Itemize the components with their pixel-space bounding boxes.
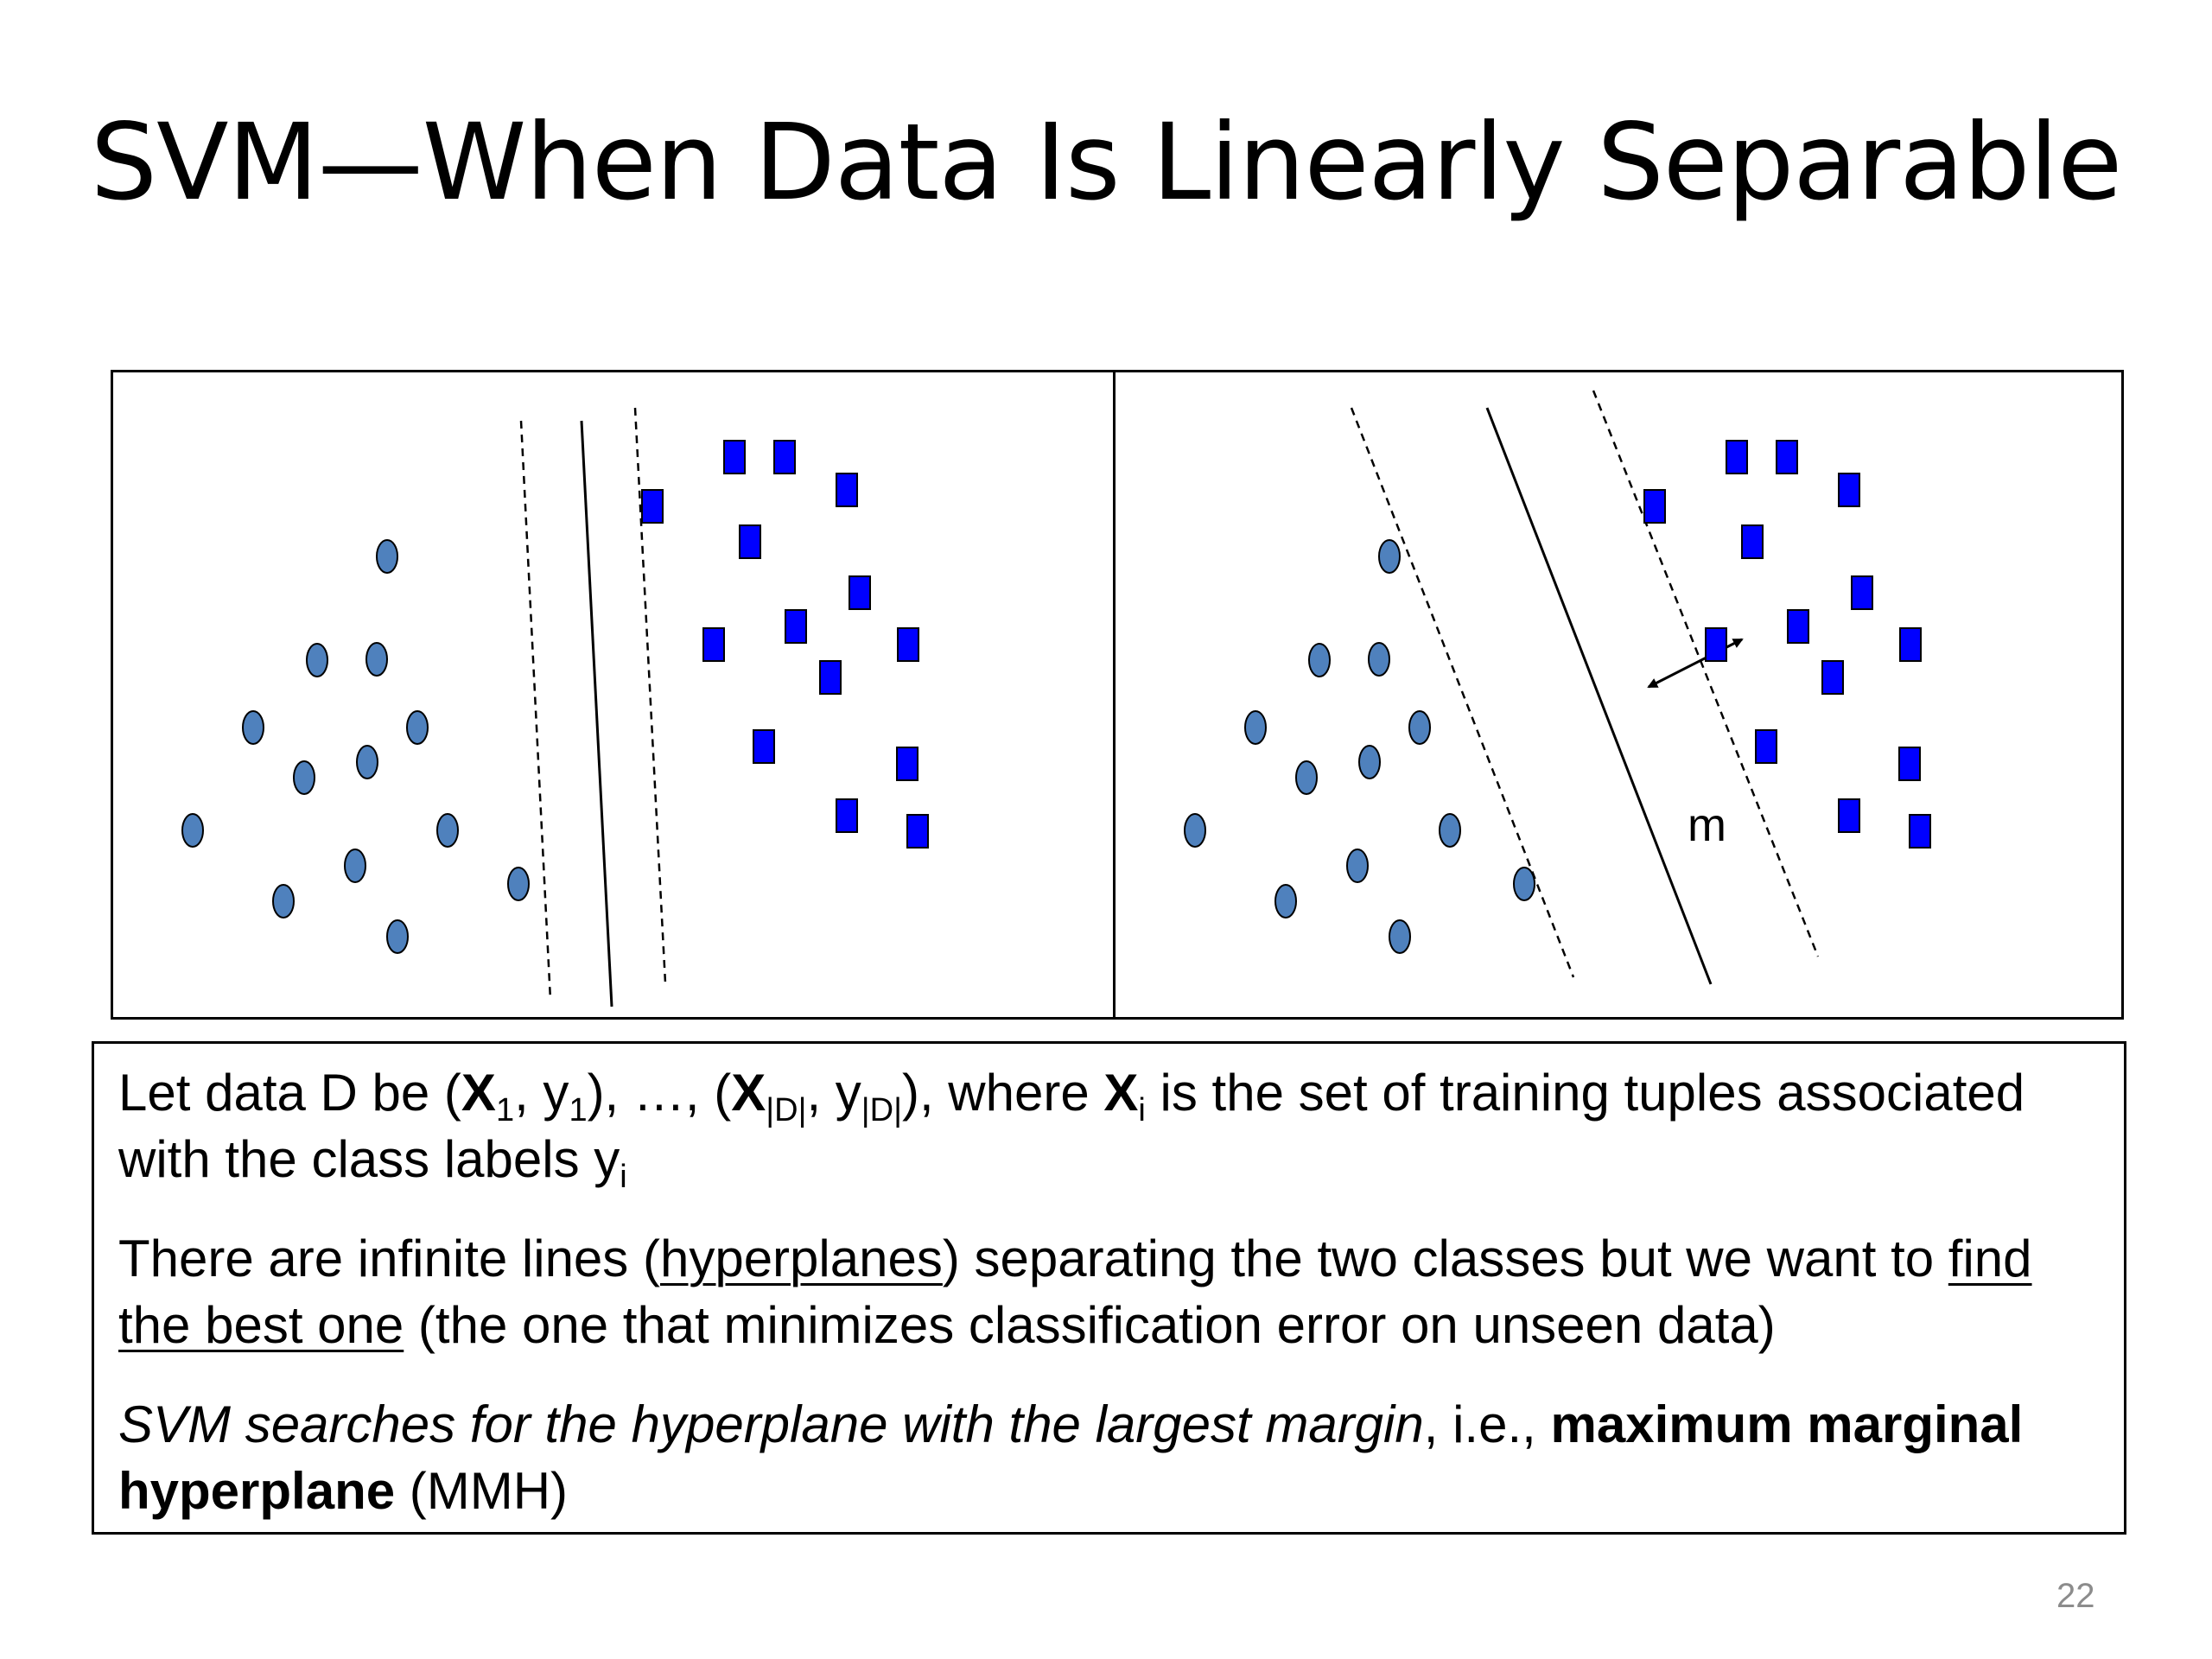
right-class1-point [1378, 539, 1401, 574]
left-class2-point [896, 747, 918, 781]
left-class1-point [406, 710, 429, 745]
left-class1-point [293, 760, 315, 795]
right-hyperplane [1485, 407, 1713, 985]
right-class1-point [1274, 884, 1297, 918]
right-class1-point [1389, 919, 1411, 954]
left-class2-point [773, 440, 796, 474]
slide-number: 22 [2056, 1577, 2095, 1615]
left-class1-point [376, 539, 398, 574]
margin-arrow [1647, 638, 1744, 689]
left-class1-point [365, 642, 388, 677]
right-class2-point [1726, 440, 1748, 474]
left-class2-point [897, 627, 919, 662]
left-class1-point [436, 813, 459, 848]
right-panel [1113, 370, 2124, 1020]
left-class1-point [344, 849, 366, 883]
svm-figure: m [111, 370, 2124, 1020]
data-points [181, 440, 1931, 954]
right-class2-point [1898, 747, 1921, 781]
right-class2-point [1909, 814, 1931, 849]
left-class1-point [507, 867, 530, 901]
right-class1-point [1358, 745, 1381, 779]
right-class1-point [1295, 760, 1318, 795]
left-class1-point [272, 884, 295, 918]
left-class1-point [386, 919, 409, 954]
explanation-box: Let data D be (X1, y1), …, (X|D|, y|D|),… [92, 1041, 2126, 1535]
margin-label: m [1688, 799, 1726, 851]
left-class2-point [753, 729, 775, 764]
left-class2-point [906, 814, 929, 849]
right-class1-point [1184, 813, 1206, 848]
right-class2-point [1838, 798, 1860, 833]
right-class1-point [1244, 710, 1267, 745]
paragraph-data-definition: Let data D be (X1, y1), …, (X|D|, y|D|),… [118, 1064, 2025, 1195]
right-class1-point [1513, 867, 1535, 901]
right-margin-line-2 [1592, 390, 1820, 957]
left-class2-point [836, 798, 858, 833]
left-class2-point [819, 660, 842, 695]
right-class2-point [1705, 627, 1727, 662]
right-class2-point [1776, 440, 1798, 474]
right-class1-point [1346, 849, 1369, 883]
right-class2-point [1838, 473, 1860, 507]
left-class1-point [356, 745, 378, 779]
paragraph-hyperplanes: There are infinite lines (hyperplanes) s… [118, 1230, 2032, 1354]
left-class2-point [785, 609, 807, 644]
right-class1-point [1308, 643, 1331, 677]
left-class1-point [181, 813, 204, 848]
right-class2-point [1899, 627, 1922, 662]
left-dashed-line-1 [519, 420, 552, 1001]
right-class2-point [1851, 575, 1873, 610]
right-class1-point [1368, 642, 1390, 677]
left-class1-point [242, 710, 264, 745]
right-class2-point [1643, 489, 1666, 524]
left-panel [111, 370, 1116, 1020]
left-solid-line [580, 420, 613, 1007]
left-class2-point [849, 575, 871, 610]
hyperplanes-term: hyperplanes [659, 1230, 943, 1287]
right-margin-line-1 [1350, 407, 1575, 978]
left-class1-point [306, 643, 328, 677]
right-class2-point [1821, 660, 1844, 695]
paragraph-mmh: SVM searches for the hyperplane with the… [118, 1395, 2024, 1520]
left-class2-point [723, 440, 746, 474]
right-class1-point [1439, 813, 1461, 848]
right-class2-point [1755, 729, 1777, 764]
left-class2-point [836, 473, 858, 507]
left-class2-point [641, 489, 664, 524]
right-class2-point [1741, 524, 1764, 559]
best-one-phrase: find the best one [118, 1230, 2032, 1354]
right-class1-point [1408, 710, 1431, 745]
svm-diagram: m [111, 370, 2124, 1020]
left-class2-point [702, 627, 725, 662]
right-class2-point [1787, 609, 1809, 644]
slide-title: SVM—When Data Is Linearly Separable [90, 101, 2123, 224]
left-class2-point [739, 524, 761, 559]
